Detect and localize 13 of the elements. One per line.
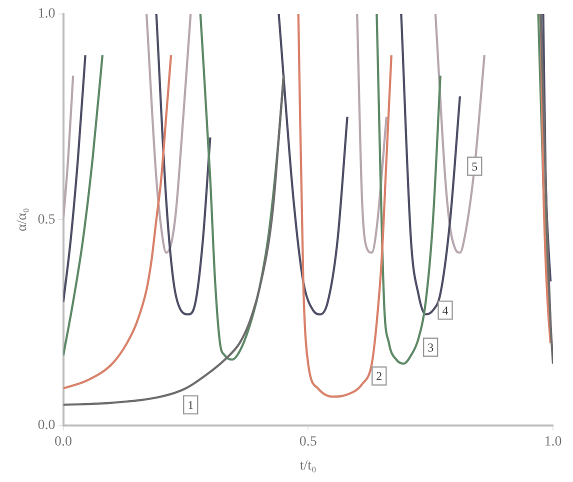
x-tick-label: 0.5 <box>299 434 317 450</box>
x-axis-title: t/t₀ <box>300 458 317 474</box>
annotation: 3 <box>428 340 434 354</box>
x-tick-label: 0.0 <box>54 434 72 450</box>
y-axis-title: α/α₀ <box>15 208 30 232</box>
x-tick-label: 1.0 <box>544 434 562 450</box>
y-tick-label: 0.5 <box>38 212 56 228</box>
annotation: 2 <box>376 369 382 384</box>
y-tick-label: 0.0 <box>38 418 56 434</box>
annotation: 5 <box>472 159 478 174</box>
annotation: 1 <box>188 398 194 412</box>
annotation: 4 <box>442 303 448 318</box>
y-tick-label: 1.0 <box>38 6 56 22</box>
